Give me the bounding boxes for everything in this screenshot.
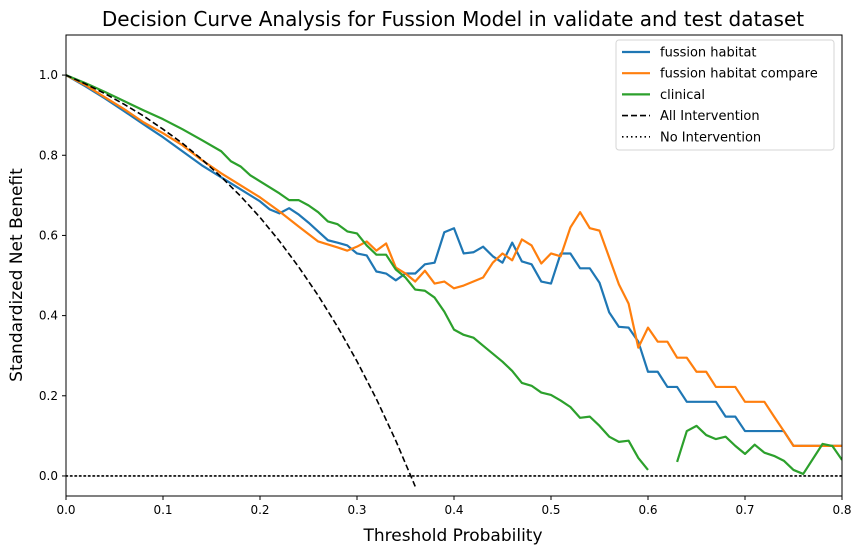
x-tick-label: 0.0 xyxy=(56,503,75,517)
series-line-all-intervention xyxy=(66,74,416,487)
x-tick-label: 0.4 xyxy=(444,503,463,517)
axis-ticks: 0.0 0.1 0.2 0.3 0.4 0.5 0.6 0.7 0.8 0.0 0.2 0.4 0.6 0… xyxy=(39,68,852,517)
legend-label: fussion habitat xyxy=(660,46,757,61)
x-tick-label: 0.2 xyxy=(250,503,269,517)
x-tick-label: 0.3 xyxy=(347,503,366,517)
legend: fussion habitat fussion habitat compare cl… xyxy=(615,39,835,151)
plot-area xyxy=(66,74,842,487)
x-tick-label: 0.5 xyxy=(541,503,560,517)
legend-label: clinical xyxy=(660,88,705,103)
x-tick-label: 0.8 xyxy=(832,503,851,517)
y-tick-label: 1.0 xyxy=(39,68,58,82)
x-tick-label: 0.1 xyxy=(153,503,172,517)
y-tick-label: 0.2 xyxy=(39,389,58,403)
x-tick-label: 0.6 xyxy=(638,503,657,517)
legend-label: fussion habitat compare xyxy=(660,67,818,82)
y-tick-label: 0.6 xyxy=(39,228,58,242)
series-line-fussion-habitat xyxy=(66,74,842,447)
x-tick-label: 0.7 xyxy=(735,503,754,517)
y-axis-title: Standardized Net Benefit xyxy=(7,168,27,382)
legend-box xyxy=(615,39,835,151)
plot-frame xyxy=(65,34,843,497)
y-tick-label: 0.8 xyxy=(39,148,58,162)
x-axis-title: Threshold Probability xyxy=(362,526,542,546)
y-tick-label: 0.0 xyxy=(39,469,58,483)
legend-label: No Intervention xyxy=(660,130,761,145)
y-tick-label: 0.4 xyxy=(39,309,58,323)
chart-title: Decision Curve Analysis for Fussion Mode… xyxy=(102,7,804,31)
legend-label: All Intervention xyxy=(660,109,760,124)
series-line-fussion-habitat-compare xyxy=(66,74,842,447)
series-line-clinical xyxy=(66,74,842,476)
